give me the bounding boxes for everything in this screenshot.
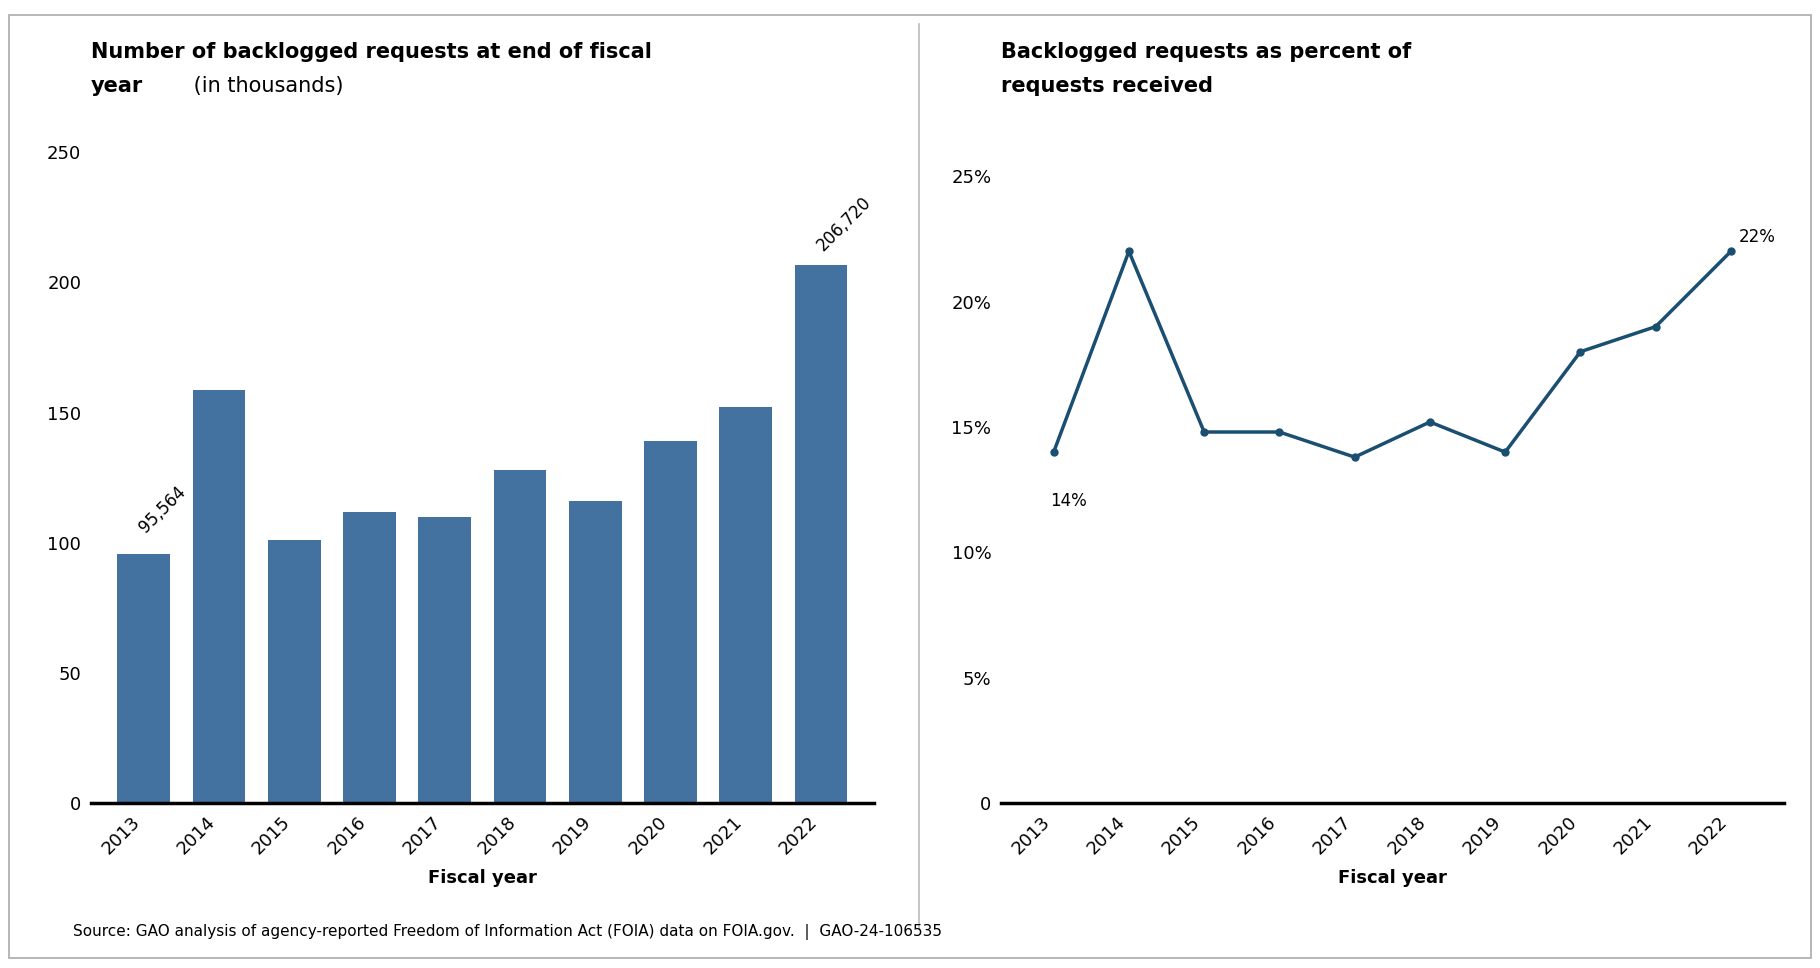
Text: year: year	[91, 76, 144, 96]
Bar	[344, 511, 395, 803]
Bar	[493, 469, 546, 803]
Bar	[570, 501, 621, 803]
Bar	[644, 441, 697, 803]
Bar	[193, 390, 246, 803]
Text: 206,720: 206,720	[814, 193, 875, 255]
Text: 14%: 14%	[1050, 493, 1087, 510]
Bar	[268, 540, 320, 803]
Bar	[719, 407, 772, 803]
Bar	[419, 517, 471, 803]
Text: 95,564: 95,564	[136, 482, 189, 536]
Text: Number of backlogged requests at end of fiscal: Number of backlogged requests at end of …	[91, 42, 652, 62]
Text: (in thousands): (in thousands)	[187, 76, 344, 96]
Text: 22%: 22%	[1738, 228, 1774, 246]
X-axis label: Fiscal year: Fiscal year	[428, 869, 537, 888]
X-axis label: Fiscal year: Fiscal year	[1338, 869, 1447, 888]
Bar	[116, 555, 169, 803]
Text: requests received: requests received	[1001, 76, 1212, 96]
Text: Backlogged requests as percent of: Backlogged requests as percent of	[1001, 42, 1410, 62]
Text: Source: GAO analysis of agency-reported Freedom of Information Act (FOIA) data o: Source: GAO analysis of agency-reported …	[73, 924, 941, 941]
Bar	[795, 264, 848, 803]
